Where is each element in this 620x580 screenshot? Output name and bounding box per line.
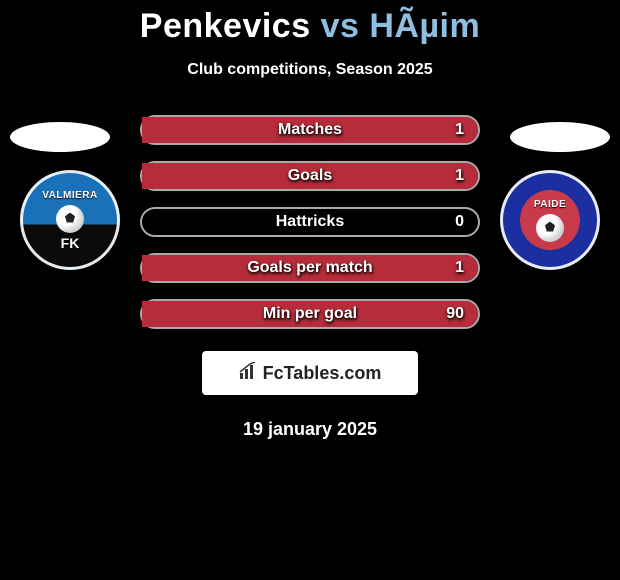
stats-area: Matches1Goals1Hattricks0Goals per match1… <box>0 115 620 329</box>
stat-value-right: 1 <box>455 163 464 189</box>
stat-name: Min per goal <box>142 301 478 327</box>
stat-row: Min per goal90 <box>140 299 480 329</box>
stat-name: Goals per match <box>142 255 478 281</box>
stat-name: Matches <box>142 117 478 143</box>
stat-value-right: 1 <box>455 117 464 143</box>
stat-row: Matches1 <box>140 115 480 145</box>
page-title: Penkevics vs HÃµim <box>0 8 620 45</box>
date-label: 19 january 2025 <box>0 419 620 440</box>
stat-value-right: 1 <box>455 255 464 281</box>
comparison-card: Penkevics vs HÃµim Club competitions, Se… <box>0 0 620 580</box>
title-vs: vs <box>321 7 360 45</box>
stat-name: Hattricks <box>142 209 478 235</box>
stat-row: Goals1 <box>140 161 480 191</box>
stat-value-right: 0 <box>455 209 464 235</box>
bar-chart-icon <box>239 362 257 385</box>
source-logo: FcTables.com <box>202 351 418 395</box>
subtitle: Club competitions, Season 2025 <box>0 61 620 79</box>
title-player1: Penkevics <box>140 7 311 45</box>
stat-value-right: 90 <box>446 301 464 327</box>
stat-row: Goals per match1 <box>140 253 480 283</box>
stat-name: Goals <box>142 163 478 189</box>
stat-row: Hattricks0 <box>140 207 480 237</box>
source-logo-text: FcTables.com <box>263 363 382 384</box>
title-player2: HÃµim <box>369 7 480 45</box>
